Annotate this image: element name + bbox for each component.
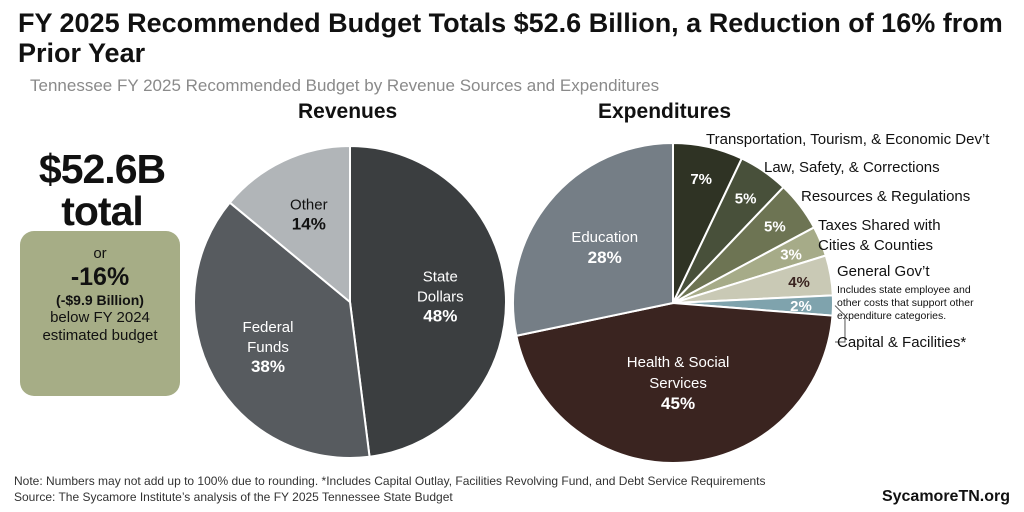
expenditure-category-label-capital-facilities: Capital & Facilities* (837, 334, 966, 351)
revenue-value-label-state-dollars: 48% (423, 306, 457, 325)
footnote: Note: Numbers may not add up to 100% due… (14, 473, 766, 505)
expenditure-value-label-resources-regulations: 5% (764, 218, 786, 235)
expenditure-category-label-taxes-shared-with-cities-counties: Cities & Counties (818, 237, 933, 254)
expenditure-note-general-gov-t: expenditure categories. (837, 310, 946, 322)
total-value: $52.6B (38, 146, 166, 192)
expenditure-value-label-health-social-services: 45% (661, 394, 695, 413)
expenditure-value-label-general-gov-t: 4% (788, 274, 810, 291)
expenditure-category-label-taxes-shared-with-cities-counties: Taxes Shared with (818, 217, 941, 234)
revenue-value-label-federal-funds: 38% (251, 357, 285, 376)
change-or: or (93, 245, 107, 262)
total-label: total (61, 188, 144, 234)
expenditure-category-label-health-social-services: Services (649, 375, 707, 392)
expenditure-value-label-taxes-shared-with-cities-counties: 3% (780, 247, 802, 264)
change-description: below FY 2024 estimated budget (42, 309, 158, 344)
revenues-pie-title: Revenues (298, 100, 398, 123)
chart-title: FY 2025 Recommended Budget Totals $52.6 … (18, 8, 1003, 68)
expenditure-category-label-law-safety-corrections: Law, Safety, & Corrections (764, 159, 940, 176)
brand-label: SycamoreTN.org (881, 488, 1010, 505)
revenue-category-label-other: Other (290, 196, 328, 213)
revenue-category-label-federal-funds: Funds (247, 339, 289, 356)
total-callout: $52.6B total (22, 148, 182, 232)
expenditure-category-label-transportation-tourism-economic-dev-t: Transportation, Tourism, & Economic Dev’… (706, 131, 990, 148)
revenue-category-label-state-dollars: Dollars (417, 288, 464, 305)
expenditures-pie-title: Expenditures (598, 100, 732, 123)
revenue-category-label-state-dollars: State (423, 268, 458, 285)
revenue-slice-state-dollars (349, 144, 507, 458)
expenditure-category-label-resources-regulations: Resources & Regulations (801, 188, 970, 205)
revenue-value-label-other: 14% (292, 214, 326, 233)
note-text: Note: Numbers may not add up to 100% due… (14, 474, 766, 488)
revenue-slice-federal-funds (193, 201, 371, 459)
revenue-slice-other (228, 144, 351, 305)
source-text: Source: The Sycamore Institute’s analysi… (14, 490, 453, 504)
change-percent: -16% (70, 263, 130, 291)
revenue-category-label-federal-funds: Federal (243, 319, 294, 336)
expenditure-value-label-law-safety-corrections: 5% (735, 191, 757, 208)
expenditure-category-label-education: Education (571, 229, 638, 246)
expenditure-category-label-health-social-services: Health & Social (627, 354, 730, 371)
leader-line-capital-facilities (834, 305, 846, 343)
expenditure-value-label-capital-facilities: 2% (790, 298, 812, 315)
expenditure-value-label-transportation-tourism-economic-dev-t: 7% (690, 171, 712, 188)
expenditure-slice-education (512, 141, 674, 337)
expenditure-slice-health-social-services (515, 301, 834, 464)
change-amount: (-$9.9 Billion) (56, 292, 144, 308)
expenditure-note-general-gov-t: other costs that support other (837, 297, 974, 309)
expenditure-note-general-gov-t: Includes state employee and (837, 284, 971, 296)
change-callout-box: or -16% (-$9.9 Billion) below FY 2024 es… (20, 231, 180, 396)
chart-subtitle: Tennessee FY 2025 Recommended Budget by … (30, 76, 660, 95)
expenditure-category-label-general-gov-t: General Gov’t (837, 263, 930, 280)
expenditure-value-label-education: 28% (588, 248, 622, 267)
